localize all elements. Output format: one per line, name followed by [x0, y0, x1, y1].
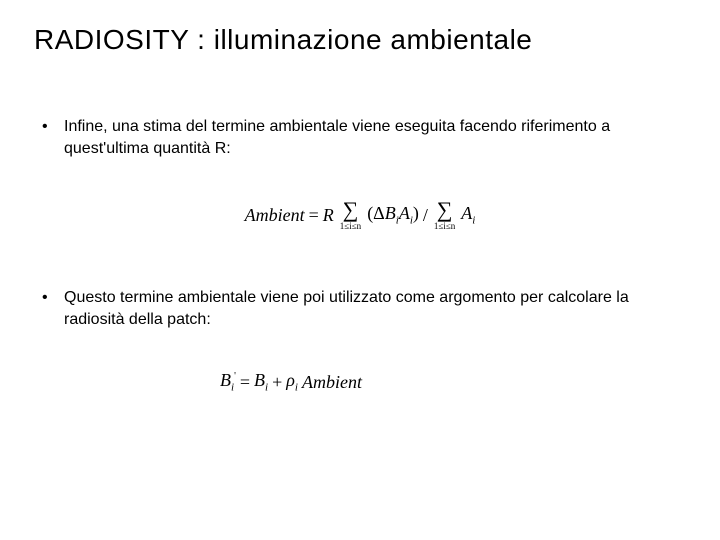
f1-close: )	[413, 203, 419, 223]
f1-term1: (ΔBiAi)	[367, 203, 419, 227]
bullet-2: • Questo termine ambientale viene poi ut…	[40, 287, 680, 330]
f1-sigma1-sub: 1≤i≤n	[340, 222, 361, 231]
f2-amb: Ambient	[302, 372, 362, 393]
formula-1-row: Ambient = R ∑ 1≤i≤n (ΔBiAi) / ∑ 1≤i≤n Ai	[40, 199, 680, 231]
f1-B: B	[385, 203, 396, 223]
f2-i3: i	[295, 382, 298, 394]
bullet-1: • Infine, una stima del termine ambienta…	[40, 116, 680, 159]
f2-i2: i	[265, 382, 268, 394]
f2-eq: =	[240, 372, 250, 393]
f1-A2: A	[461, 203, 472, 223]
formula-2-row: Bi' = Bi + ρi Ambient	[40, 370, 680, 394]
bullet-dot: •	[40, 287, 64, 309]
f2-B2: B	[254, 370, 265, 390]
f2-rhoi: ρi	[286, 370, 298, 394]
f2-lhs: Bi'	[220, 370, 236, 394]
f1-R: R	[323, 205, 334, 226]
sigma-icon: ∑	[437, 199, 453, 221]
f1-term2: Ai	[461, 203, 475, 227]
sigma-icon: ∑	[343, 199, 359, 221]
f2-plus: +	[272, 372, 282, 393]
f1-sigma2: ∑ 1≤i≤n	[434, 199, 455, 231]
f1-Ai2: i	[472, 215, 475, 227]
formula-1: Ambient = R ∑ 1≤i≤n (ΔBiAi) / ∑ 1≤i≤n Ai	[245, 199, 476, 231]
f2-B: B	[220, 370, 231, 390]
bullet-2-text: Questo termine ambientale viene poi util…	[64, 287, 680, 330]
f2-Bi: Bi	[254, 370, 268, 394]
formula-2: Bi' = Bi + ρi Ambient	[220, 370, 362, 394]
bullet-1-text: Infine, una stima del termine ambientale…	[64, 116, 680, 159]
f1-lhs: Ambient	[245, 205, 305, 226]
f1-sigma2-sub: 1≤i≤n	[434, 222, 455, 231]
f2-prime: '	[234, 371, 236, 382]
f2-i: i	[231, 382, 234, 394]
f1-open: (Δ	[367, 203, 385, 223]
f1-eq: =	[309, 205, 319, 226]
f1-slash: /	[423, 205, 428, 226]
bullet-dot: •	[40, 116, 64, 138]
f1-A: A	[399, 203, 410, 223]
f1-sigma1: ∑ 1≤i≤n	[340, 199, 361, 231]
f2-rho: ρ	[286, 370, 295, 390]
slide-title: RADIOSITY : illuminazione ambientale	[34, 24, 680, 56]
